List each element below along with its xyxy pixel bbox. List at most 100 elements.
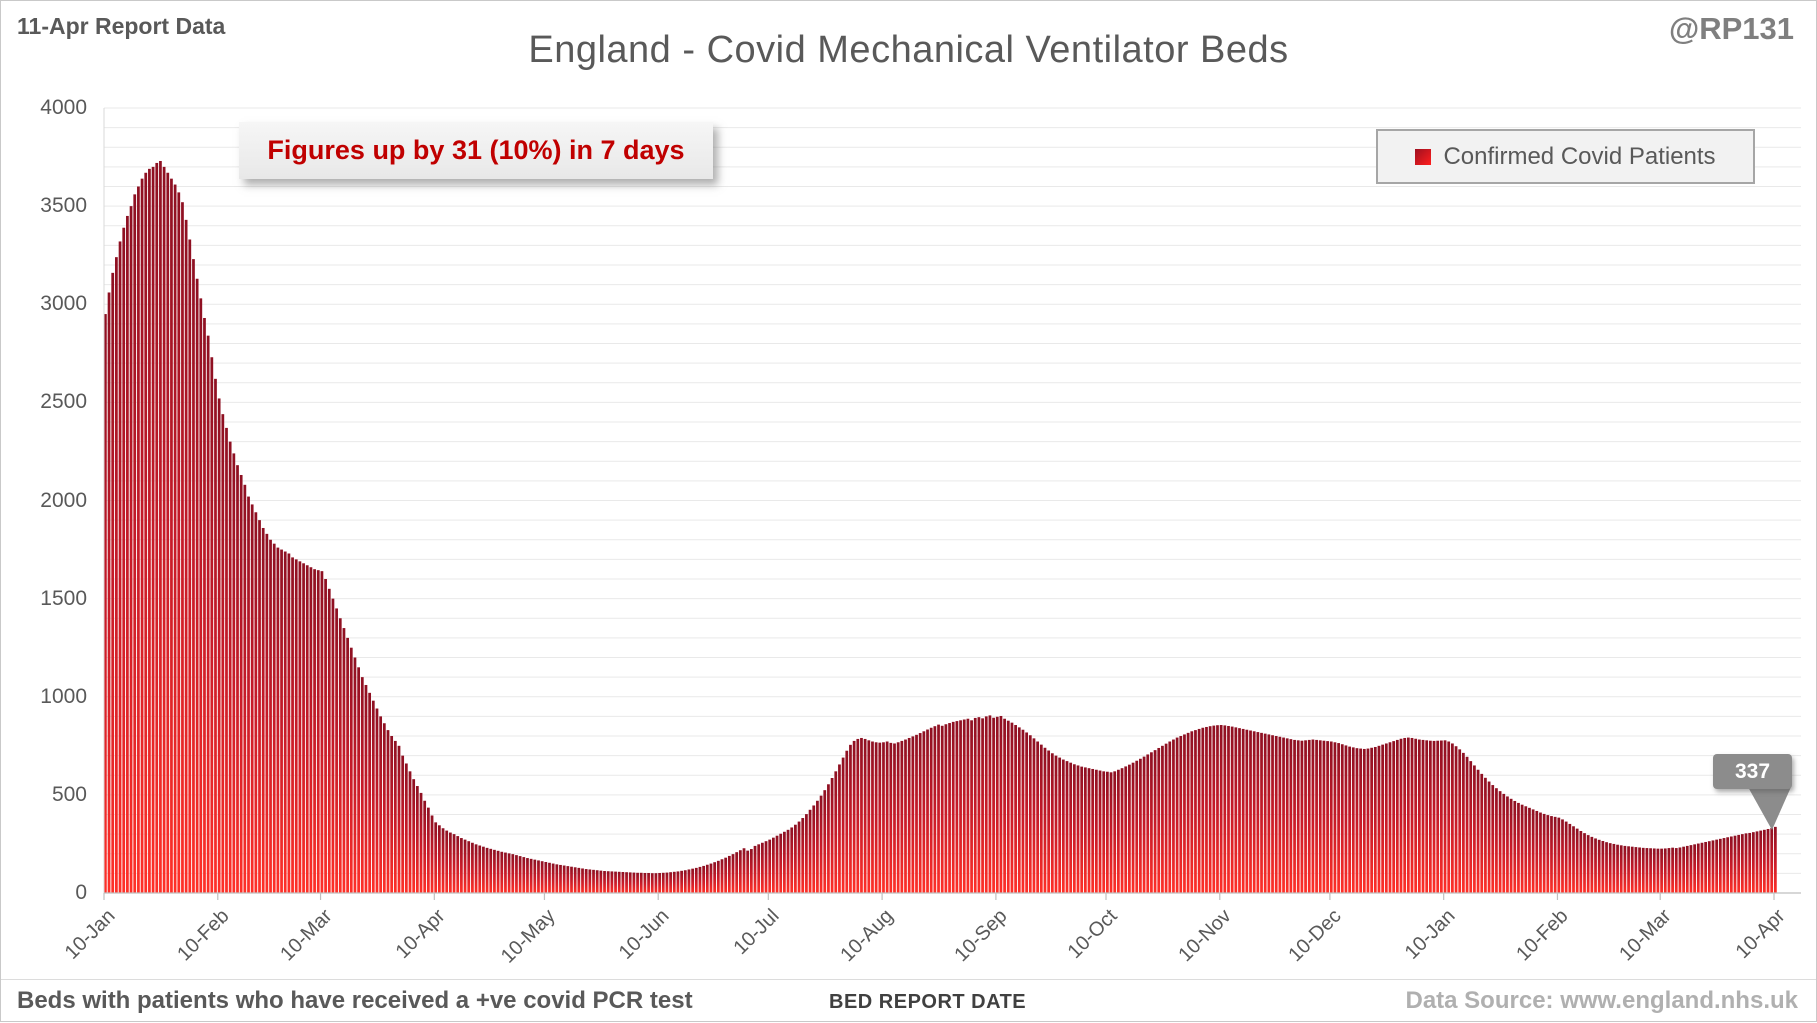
bar: [493, 849, 496, 893]
bar: [1201, 727, 1205, 893]
bar: [133, 194, 137, 894]
bar: [1774, 826, 1777, 893]
bar: [1355, 748, 1359, 893]
bar: [1157, 747, 1161, 893]
bar: [364, 684, 368, 893]
bar: [1557, 817, 1561, 893]
bar: [1186, 732, 1190, 893]
bar: [203, 317, 206, 893]
bar: [397, 745, 401, 893]
bar: [874, 742, 878, 893]
bar: [192, 259, 195, 893]
bar: [537, 860, 540, 893]
bar: [1630, 846, 1634, 893]
bar: [1403, 737, 1407, 893]
bar: [313, 569, 316, 893]
bar: [1362, 748, 1366, 893]
bar: [199, 298, 203, 893]
bar: [1087, 768, 1091, 893]
bar: [181, 202, 184, 893]
bar: [1175, 737, 1179, 893]
bar: [1351, 747, 1355, 893]
bar: [471, 842, 474, 893]
bar: [1733, 835, 1737, 893]
bar: [305, 565, 309, 893]
bar: [1219, 725, 1223, 893]
bar: [808, 809, 812, 893]
bar: [1597, 839, 1601, 893]
bar: [772, 837, 775, 893]
bar: [335, 608, 338, 893]
bar: [779, 833, 783, 893]
bar: [1212, 725, 1216, 893]
bar: [1106, 771, 1109, 893]
bar: [702, 865, 706, 893]
bar: [1759, 830, 1763, 893]
bar: [827, 784, 830, 893]
bar: [1528, 807, 1531, 893]
bar: [1072, 764, 1076, 893]
bar: [940, 725, 944, 893]
bar: [749, 849, 753, 893]
bar: [816, 800, 819, 893]
bar: [1208, 726, 1212, 893]
bar: [610, 871, 614, 893]
bar: [1520, 804, 1524, 893]
bar: [1102, 771, 1106, 893]
bar: [1285, 738, 1289, 893]
legend-label: Confirmed Covid Patients: [1443, 142, 1716, 170]
bar: [522, 857, 526, 893]
bar: [1458, 749, 1462, 893]
bar: [856, 738, 860, 893]
bar: [1197, 728, 1201, 893]
bar: [309, 567, 313, 893]
bar: [217, 398, 221, 893]
bar: [1230, 726, 1234, 893]
legend-marker-icon: [1415, 148, 1432, 165]
bar: [140, 178, 144, 893]
bar: [1704, 841, 1708, 893]
bar: [871, 741, 874, 893]
y-tick-label: 2000: [40, 488, 87, 512]
bar: [272, 543, 276, 893]
bar: [221, 414, 225, 893]
bar: [570, 866, 573, 893]
bar: [1506, 796, 1509, 893]
bar: [933, 726, 937, 893]
bar: [1663, 848, 1667, 893]
bar: [1616, 844, 1619, 893]
bar: [1238, 728, 1241, 893]
bar: [1366, 748, 1370, 893]
bar: [1183, 734, 1186, 893]
bar: [1649, 848, 1652, 893]
bar: [1755, 831, 1759, 893]
bar: [415, 786, 419, 893]
bar: [731, 854, 735, 893]
bar: [1660, 848, 1663, 893]
bar: [1392, 741, 1396, 893]
bar: [173, 184, 177, 894]
bar: [1179, 736, 1183, 893]
bar: [401, 755, 405, 894]
bar: [1561, 819, 1564, 893]
bar: [1395, 739, 1399, 893]
bar: [250, 504, 254, 893]
bar: [1682, 846, 1685, 893]
bar: [1164, 743, 1168, 893]
bar: [1502, 793, 1506, 893]
bar: [860, 737, 863, 893]
bar: [1315, 739, 1318, 893]
bar: [1406, 737, 1410, 893]
bar: [1535, 810, 1539, 893]
bar: [529, 858, 533, 893]
bar: [1550, 816, 1553, 893]
bar: [1726, 837, 1730, 893]
bar: [1399, 738, 1403, 893]
bar: [232, 453, 236, 893]
bar: [1113, 771, 1117, 893]
bar: [1293, 739, 1296, 893]
bar: [1542, 813, 1546, 893]
bar: [1249, 730, 1252, 893]
bar: [504, 852, 507, 893]
